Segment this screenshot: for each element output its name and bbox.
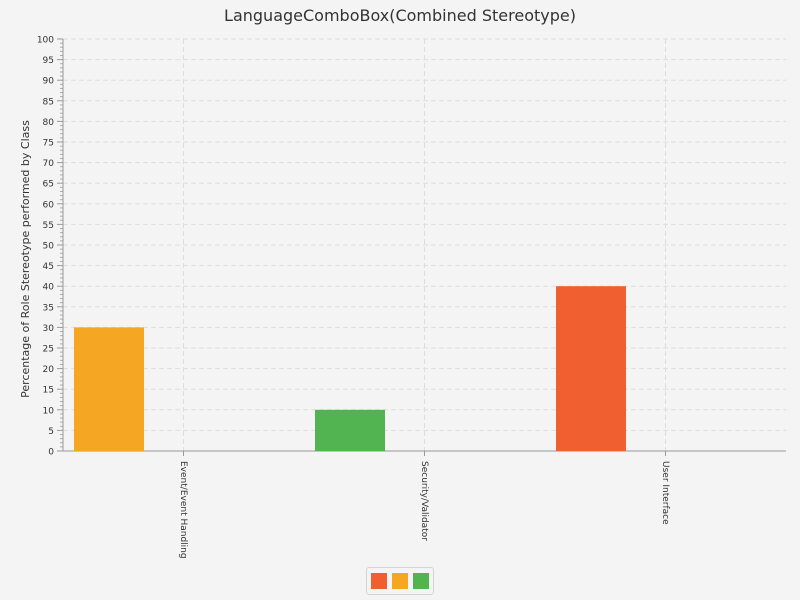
- y-tick-label: 20: [43, 365, 55, 375]
- legend: [366, 567, 434, 595]
- y-tick-label: 80: [43, 118, 55, 128]
- y-tick-label: 60: [43, 200, 55, 210]
- bar: [74, 327, 144, 451]
- y-tick-label: 35: [43, 303, 54, 313]
- legend-swatch: [413, 573, 429, 589]
- y-tick-label: 85: [43, 97, 54, 107]
- legend-swatch: [392, 573, 408, 589]
- y-tick-label: 70: [43, 159, 55, 169]
- legend-swatch: [371, 573, 387, 589]
- y-tick-label: 65: [43, 180, 54, 190]
- bar: [315, 409, 385, 451]
- y-tick-label: 30: [43, 324, 55, 334]
- label-layer: 0 5 10 15 20 25 30 35 40 45 50 55 60 65 70 75 80 85 90 95 10…: [37, 36, 670, 559]
- y-tick-label: 0: [48, 448, 54, 458]
- y-tick-label: 55: [43, 221, 54, 231]
- bar: [556, 286, 626, 451]
- y-tick-label: 100: [37, 36, 54, 46]
- y-tick-label: 50: [43, 242, 55, 252]
- y-tick-label: 10: [43, 406, 55, 416]
- y-axis-label: Percentage of Role Stereotype performed …: [19, 120, 32, 398]
- x-tick-label: Security/Validator: [419, 461, 429, 541]
- bar-layer: [74, 286, 626, 451]
- y-tick-label: 45: [43, 262, 54, 272]
- y-tick-label: 15: [43, 386, 54, 396]
- y-tick-label: 40: [43, 283, 55, 293]
- y-tick-label: 95: [43, 56, 54, 66]
- y-tick-label: 75: [43, 139, 54, 149]
- y-tick-label: 25: [43, 345, 54, 355]
- chart-title: LanguageComboBox(Combined Stereotype): [224, 6, 576, 25]
- axis-layer: [57, 38, 786, 456]
- y-tick-label: 5: [48, 427, 54, 437]
- grid-layer: [63, 38, 786, 451]
- y-tick-label: 90: [43, 77, 55, 87]
- x-tick-label: Event/Event Handling: [178, 461, 188, 559]
- x-tick-label: User Interface: [660, 461, 670, 525]
